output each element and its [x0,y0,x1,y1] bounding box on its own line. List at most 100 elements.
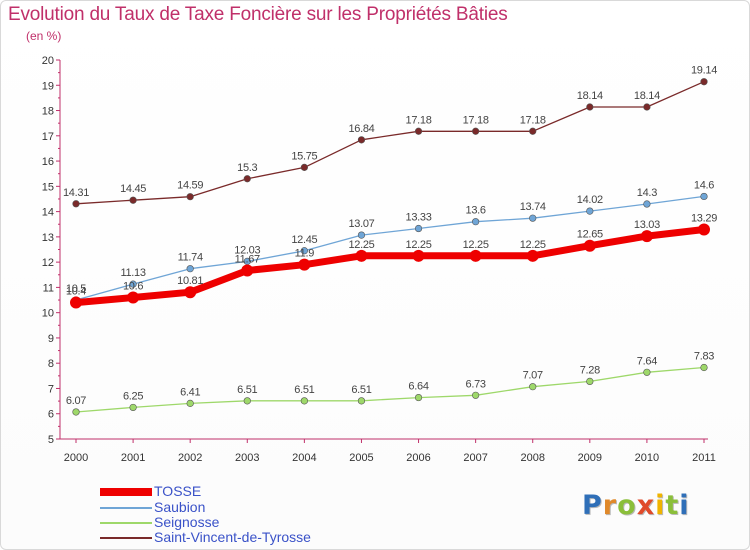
data-point [70,296,82,309]
chart-title: Evolution du Taux de Taxe Foncière sur l… [8,4,508,25]
y-tick-label: 20 [42,55,54,67]
data-label: 11.13 [120,267,145,279]
legend-item-seignosse: Seignosse [100,514,400,531]
data-label: 6.51 [237,384,257,396]
data-point [414,393,423,402]
y-tick-label: 16 [42,156,54,168]
data-point [129,280,137,288]
data-point [72,200,80,208]
y-tick-label: 10 [42,308,54,320]
legend-item-saubion: Saubion [100,499,400,516]
data-point [469,249,482,262]
data-point [243,397,251,405]
y-tick-label: 11 [43,282,54,294]
data-label: 6.51 [294,384,314,396]
data-label: 11.67 [235,253,260,265]
data-point [357,136,366,144]
x-tick-label: 2005 [349,452,373,464]
y-tick-label: 9 [48,333,54,345]
data-label: 13.07 [348,218,374,230]
data-label: 6.25 [123,390,143,402]
data-point [412,249,425,262]
data-point [472,391,480,399]
data-point [186,399,194,407]
x-tick-label: 2007 [463,452,487,464]
data-label: 13.6 [466,205,486,217]
data-label: 6.64 [408,381,428,393]
data-label: 12.03 [234,244,260,256]
data-point [355,249,368,262]
data-label: 17.18 [520,114,546,126]
data-label: 14.45 [120,183,146,195]
data-label: 12.65 [577,229,603,241]
y-tick-label: 12 [42,257,54,269]
y-tick-label: 19 [42,80,54,92]
data-label: 12.25 [520,239,546,251]
data-label: 13.74 [520,201,546,213]
data-label: 6.51 [351,384,371,396]
data-point [586,103,594,111]
data-label: 7.28 [580,364,600,376]
data-label: 18.14 [577,90,603,102]
data-point [357,231,366,239]
series-line [75,195,705,301]
data-point [186,193,194,201]
data-label: 15.3 [237,162,257,174]
data-label: 14.59 [177,180,203,192]
proxiti-logo: Proxiti [582,490,690,521]
data-label: 17.18 [463,114,489,126]
data-point [700,363,708,372]
data-point [472,218,480,226]
data-label: 12.25 [406,239,432,251]
legend-label: Seignosse [154,514,220,530]
y-tick-label: 13 [42,232,54,244]
data-point [414,127,423,135]
data-point [241,264,254,277]
logo-letter: i [679,490,690,521]
data-point [472,127,480,135]
data-label: 11.9 [295,248,315,260]
data-label: 13.29 [691,213,717,225]
data-point [414,224,423,233]
data-label: 13.03 [634,219,660,231]
x-tick-label: 2011 [692,452,716,464]
series-line [75,81,705,205]
x-tick-label: 2001 [121,452,145,464]
legend-item-saint-vincent-de-tyrosse: Saint-Vincent-de-Tyrosse [100,529,400,546]
x-tick-label: 2002 [178,452,202,464]
data-label: 10.5 [66,283,86,295]
y-tick-label: 18 [42,106,54,118]
data-point [184,286,197,299]
data-point [643,103,651,111]
data-label: 12.25 [463,239,489,251]
data-label: 16.84 [348,123,374,135]
series-line [72,226,708,307]
data-point [129,403,137,412]
x-tick-label: 2004 [292,452,316,464]
data-label: 6.07 [66,395,86,407]
data-point [700,192,708,201]
data-point [643,368,651,376]
data-point [529,214,537,222]
data-label: 17.18 [406,114,432,126]
legend-swatch [100,507,152,509]
legend-swatch [100,522,152,524]
data-label: 7.07 [523,370,543,382]
legend-swatch [100,488,152,496]
logo-letter: P [582,490,603,521]
data-label: 10.4 [66,286,86,298]
data-point [300,397,308,405]
data-label: 6.41 [180,386,200,398]
logo-letter: o [617,490,637,521]
y-tick-label: 17 [42,131,54,143]
data-point [72,408,80,416]
y-tick-label: 8 [48,358,54,370]
x-tick-label: 2010 [635,452,659,464]
y-tick-label: 7 [48,383,54,395]
data-point [700,78,708,86]
x-tick-label: 2008 [520,452,544,464]
data-point [698,223,710,236]
legend-label: Saint-Vincent-de-Tyrosse [154,529,311,545]
